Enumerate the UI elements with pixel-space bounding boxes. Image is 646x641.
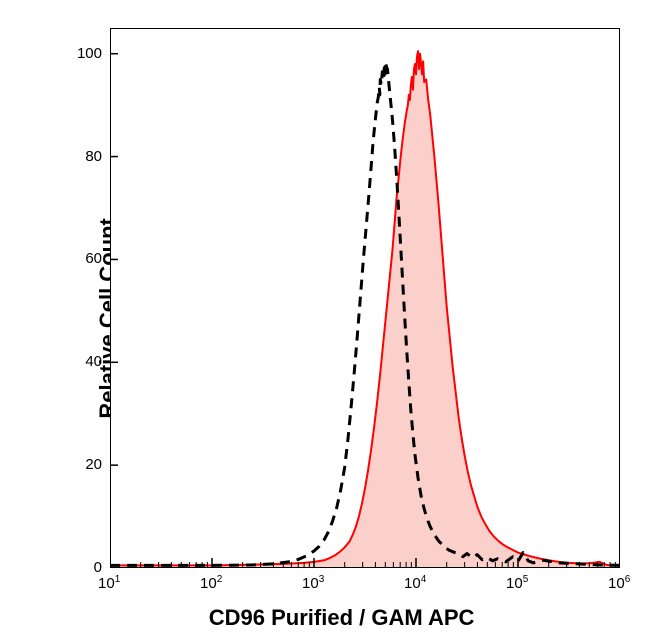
y-tick-label: 100 <box>77 45 102 62</box>
x-axis-label: CD96 Purified / GAM APC <box>209 605 475 631</box>
x-tick-label: 102 <box>200 574 222 592</box>
plot-area <box>110 28 620 568</box>
y-tick-label: 0 <box>94 559 102 576</box>
y-tick-label: 60 <box>85 250 102 267</box>
x-tick-label: 106 <box>608 574 630 592</box>
x-tick-label: 101 <box>98 574 120 592</box>
y-tick-label: 80 <box>85 148 102 165</box>
flow-cytometry-histogram: Relative Cell Count CD96 Purified / GAM … <box>0 0 646 641</box>
x-tick-label: 105 <box>506 574 528 592</box>
x-tick-label: 104 <box>404 574 426 592</box>
x-tick-label: 103 <box>302 574 324 592</box>
y-tick-label: 20 <box>85 456 102 473</box>
plot-svg <box>110 28 620 568</box>
y-tick-label: 40 <box>85 353 102 370</box>
